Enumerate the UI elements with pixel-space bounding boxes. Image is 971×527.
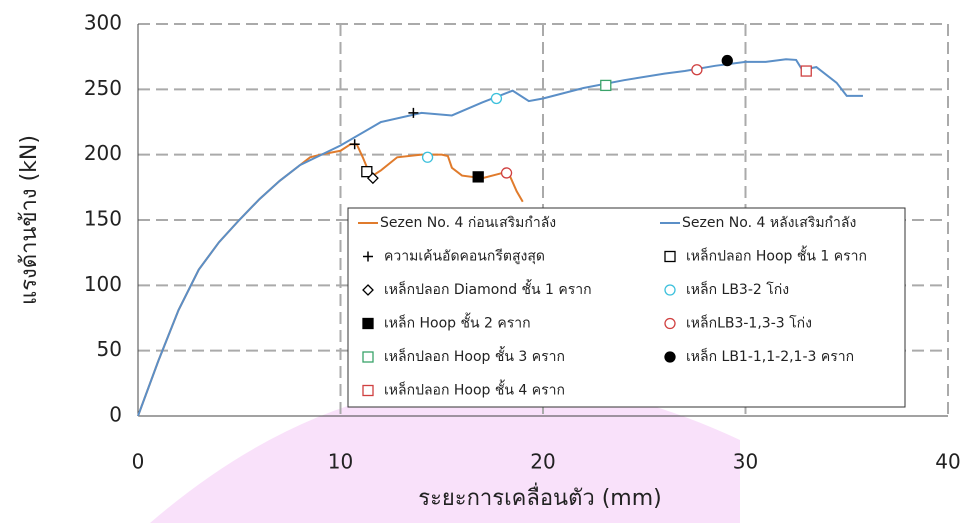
x-tick-label: 20 — [530, 450, 555, 474]
legend-label: เหล็กปลอก Hoop ชั้น 1 คราก — [686, 246, 867, 265]
legend-label: Sezen No. 4 หลังเสริมกำลัง — [682, 215, 856, 231]
y-tick-label: 100 — [84, 272, 122, 296]
x-axis-label: ระยะการเคลื่อนตัว (mm) — [418, 482, 661, 511]
marker — [349, 139, 360, 150]
y-tick-label: 50 — [97, 337, 122, 361]
legend-marker — [363, 251, 373, 262]
legend-label: เหล็ก Hoop ชั้น 2 คราก — [384, 313, 531, 332]
y-axis-label: แรงด้านข้าง (kN) — [17, 135, 42, 305]
legend-box — [347, 207, 906, 408]
legend-label: เหล็ก LB3-2 โก่ง — [686, 280, 789, 298]
legend-marker — [362, 384, 374, 397]
marker — [600, 79, 612, 92]
legend-marker — [664, 284, 676, 296]
y-tick-label: 300 — [84, 11, 122, 35]
x-tick-label: 40 — [935, 450, 960, 474]
x-tick-label: 30 — [733, 450, 758, 474]
legend-label: เหล็กปลอก Hoop ชั้น 4 คราก — [384, 380, 565, 399]
marker — [421, 151, 434, 163]
marker — [721, 54, 733, 67]
marker — [800, 65, 812, 77]
marker — [691, 64, 703, 76]
legend-label: เหล็กLB3-1,3-3 โก่ง — [686, 314, 812, 332]
legend-marker — [362, 317, 374, 330]
marker — [408, 107, 419, 118]
watermark — [150, 381, 740, 523]
legend-marker — [362, 351, 374, 363]
marker — [366, 172, 379, 185]
legend-label: ความเค้นอัดคอนกรีตสูงสุด — [384, 249, 545, 265]
legend-label: เหล็กปลอก Diamond ชั้น 1 คราก — [384, 279, 592, 298]
legend-label: Sezen No. 4 ก่อนเสริมกำลัง — [380, 215, 556, 231]
marker — [472, 171, 484, 183]
legend-marker — [664, 317, 676, 330]
y-tick-label: 200 — [84, 141, 122, 165]
legend-marker — [664, 250, 676, 263]
legend-marker — [362, 284, 374, 296]
marker — [500, 167, 513, 179]
legend-label: เหล็ก LB1-1,1-2,1-3 คราก — [686, 347, 854, 365]
line — [137, 58, 863, 417]
marker — [361, 166, 373, 178]
x-tick-label: 10 — [328, 450, 353, 474]
y-tick-label: 250 — [84, 76, 122, 100]
y-tick-label: 0 — [109, 403, 122, 427]
legend-label: เหล็กปลอก Hoop ชั้น 3 คราก — [384, 346, 565, 365]
y-tick-label: 150 — [84, 207, 122, 231]
marker — [490, 92, 503, 105]
legend-marker — [664, 351, 676, 363]
x-tick-label: 0 — [132, 450, 145, 474]
